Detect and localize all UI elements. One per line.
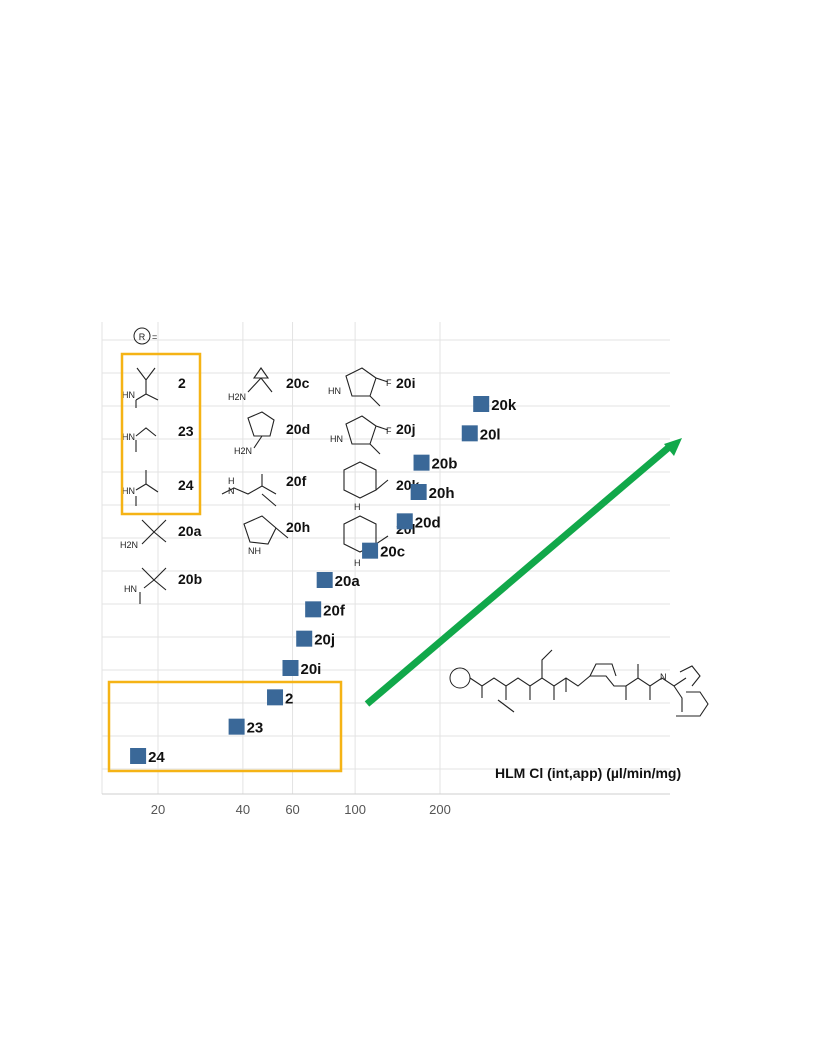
point-label-23: 23	[247, 720, 264, 737]
structure-label: 20i	[396, 375, 415, 391]
structure-drawings: HN HN HN H2N HN H2N H2N H N NH HN F HN F	[120, 367, 392, 604]
svg-text:N: N	[228, 486, 235, 496]
point-label-20b: 20b	[432, 456, 458, 473]
point-label-20h: 20h	[429, 485, 455, 502]
structure-label: 24	[178, 477, 194, 493]
svg-text:HN: HN	[330, 434, 343, 444]
point-23	[228, 718, 245, 735]
point-label-20f: 20f	[323, 602, 346, 619]
point-label-20i: 20i	[300, 661, 321, 678]
point-label-20a: 20a	[335, 573, 361, 590]
svg-text:H: H	[354, 502, 361, 512]
point-label-20l: 20l	[480, 426, 501, 443]
x-tick-label: 200	[429, 802, 451, 817]
x-tick-label: 20	[151, 802, 165, 817]
x-tick-labels: 20 40 60 100 200	[151, 802, 451, 817]
point-label-20c: 20c	[380, 544, 405, 561]
structure-label: 2	[178, 375, 186, 391]
r-equals: =	[152, 332, 157, 342]
svg-text:HN: HN	[124, 584, 137, 594]
point-20b	[413, 454, 430, 471]
highlight-box-structures	[120, 352, 202, 516]
svg-text:N: N	[660, 672, 667, 682]
structure-label: 20j	[396, 421, 415, 437]
point-20j	[296, 630, 313, 647]
structure-label: 20a	[178, 523, 202, 539]
svg-text:H2N: H2N	[120, 540, 138, 550]
point-20a	[316, 572, 333, 588]
svg-text:NH: NH	[248, 546, 261, 556]
point-2	[267, 689, 284, 706]
svg-text:H: H	[354, 558, 361, 568]
point-label-20d: 20d	[415, 514, 441, 531]
point-label-24: 24	[148, 749, 165, 766]
x-tick-label: 60	[285, 802, 299, 817]
structure-label: 20h	[286, 519, 310, 535]
x-tick-label: 100	[344, 802, 366, 817]
r-group-legend: R =	[133, 327, 157, 345]
svg-text:H: H	[228, 476, 235, 486]
point-20i	[282, 660, 299, 676]
point-20f	[305, 601, 322, 618]
structure-label: 20c	[286, 375, 310, 391]
svg-text:HN: HN	[122, 390, 135, 400]
point-label-2: 2	[285, 690, 293, 707]
point-20c	[362, 542, 379, 559]
point-24	[130, 748, 147, 764]
point-20l	[461, 425, 478, 442]
point-label-20k: 20k	[491, 397, 517, 414]
r-symbol: R	[139, 332, 146, 342]
x-tick-label: 40	[236, 802, 250, 817]
svg-text:F: F	[386, 378, 392, 388]
data-points: 24 23 2 20i 20j 20f 20a 20c 20d 20h 20b 20l 20k	[130, 396, 517, 766]
trend-arrow	[364, 438, 682, 707]
highlight-box-points	[107, 680, 343, 773]
structure-label: 20f	[286, 473, 307, 489]
svg-text:F: F	[386, 426, 392, 436]
structure-label: 20d	[286, 421, 310, 437]
point-20k	[473, 396, 490, 412]
structure-label: 20b	[178, 571, 202, 587]
svg-text:H2N: H2N	[228, 392, 246, 402]
structure-label: 23	[178, 423, 194, 439]
svg-text:H2N: H2N	[234, 446, 252, 456]
x-axis-label: HLM Cl (int,app) (µl/min/mg)	[495, 765, 681, 781]
svg-text:HN: HN	[122, 486, 135, 496]
point-20h	[410, 484, 427, 500]
point-20d	[396, 513, 413, 530]
svg-text:HN: HN	[122, 432, 135, 442]
point-label-20j: 20j	[314, 632, 335, 649]
parent-molecule-structure: N	[449, 649, 709, 717]
svg-text:HN: HN	[328, 386, 341, 396]
grid-lines	[101, 322, 670, 794]
